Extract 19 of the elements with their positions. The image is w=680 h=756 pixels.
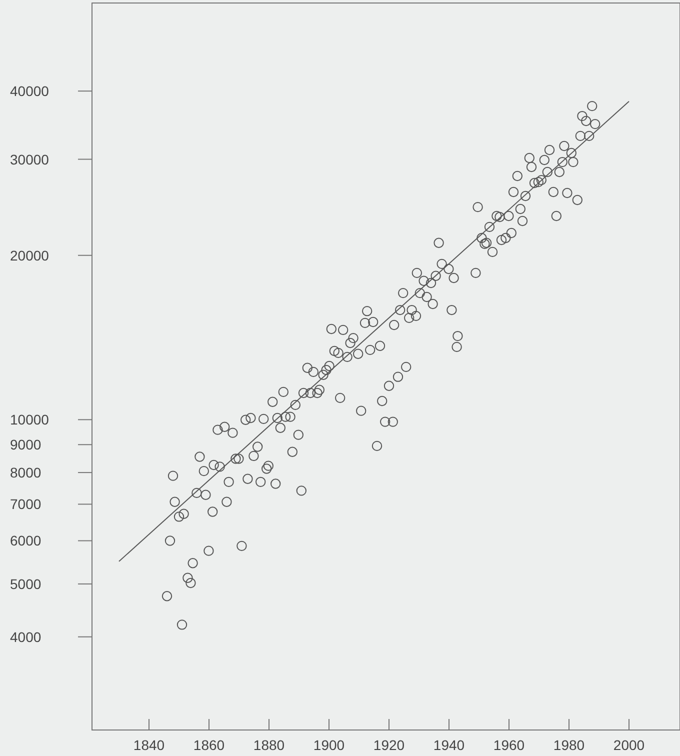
y-tick-label: 6000 [10, 532, 42, 549]
x-tick-label: 1920 [373, 737, 405, 753]
x-tick-label: 1960 [493, 737, 525, 753]
y-tick-label: 20000 [10, 247, 50, 264]
y-tick-label: 40000 [10, 83, 50, 100]
y-tick-label: 4000 [10, 628, 42, 645]
x-tick-label: 1840 [133, 737, 165, 753]
y-tick-label: 10000 [10, 412, 50, 428]
x-tick-label: 2000 [613, 737, 645, 753]
y-tick-label: 8000 [10, 464, 42, 481]
x-tick-label: 1860 [193, 737, 225, 753]
y-tick-label: 7000 [10, 496, 42, 512]
y-tick-label: 30000 [10, 151, 50, 168]
x-tick-label: 1880 [253, 737, 285, 753]
y-tick-label: 5000 [10, 576, 42, 592]
x-tick-label: 1940 [433, 737, 465, 753]
y-tick-label: 9000 [10, 436, 42, 453]
x-tick-label: 1900 [313, 737, 345, 753]
x-tick-label: 1980 [553, 737, 585, 753]
